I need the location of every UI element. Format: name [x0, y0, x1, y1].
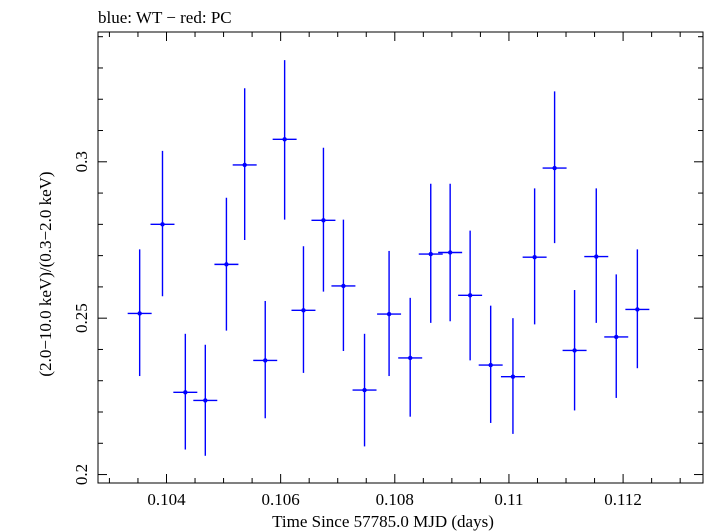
point-marker [183, 390, 188, 395]
point-marker [447, 250, 453, 255]
y-tick-label: 0.25 [72, 303, 91, 333]
point-marker [137, 311, 142, 316]
data-point [253, 300, 278, 419]
data-point [478, 305, 503, 423]
point-marker [510, 374, 516, 379]
x-tick-label: 0.106 [262, 490, 300, 509]
point-marker [428, 251, 433, 257]
data-point [542, 91, 567, 244]
data-point [625, 249, 650, 369]
point-marker [160, 222, 165, 227]
x-tick-label: 0.11 [494, 490, 523, 509]
point-marker [203, 398, 208, 403]
data-point [584, 188, 609, 323]
x-tick-label: 0.112 [604, 490, 642, 509]
x-tick-label: 0.108 [376, 490, 414, 509]
x-tick-label: 0.104 [147, 490, 186, 509]
x-axis-label: Time Since 57785.0 MJD (days) [272, 512, 494, 531]
point-marker [224, 262, 229, 267]
data-point [604, 274, 629, 398]
point-marker [572, 348, 577, 353]
data-point [150, 150, 175, 297]
data-point [311, 147, 336, 292]
data-point [127, 249, 152, 377]
data-point [352, 333, 377, 447]
data-point [291, 246, 316, 373]
data-point [522, 188, 547, 325]
y-tick-label: 0.2 [72, 464, 91, 485]
data-point [193, 344, 218, 456]
chart-title: blue: WT − red: PC [98, 8, 232, 27]
point-marker [263, 358, 268, 363]
point-marker [301, 308, 306, 313]
point-marker [614, 334, 619, 340]
y-tick-label: 0.3 [72, 151, 91, 172]
point-marker [242, 162, 247, 168]
y-axis-label: (2.0−10.0 keV)/(0.3−2.0 keV) [36, 171, 55, 376]
point-marker [552, 165, 557, 171]
data-point [232, 88, 257, 240]
point-marker [532, 254, 537, 260]
data-point [214, 197, 239, 331]
point-marker [467, 293, 473, 298]
point-marker [341, 283, 346, 289]
data-point [438, 183, 463, 322]
point-marker [594, 254, 599, 259]
point-marker [386, 311, 392, 317]
plot-frame [97, 31, 704, 484]
data-point [331, 219, 356, 352]
data-point [272, 60, 297, 220]
point-marker [362, 387, 367, 393]
point-marker [321, 218, 326, 223]
point-marker [488, 362, 493, 368]
data-point [562, 290, 587, 411]
point-marker [408, 355, 413, 361]
point-marker [635, 307, 640, 312]
data-point [398, 297, 423, 417]
data-point [458, 230, 483, 361]
point-marker [282, 137, 287, 142]
data-point [377, 250, 402, 377]
data-point [418, 183, 443, 323]
data-point [500, 318, 525, 434]
data-point [173, 333, 198, 450]
axis-ticks: 0.104 0.106 0.108 0.11 0.112 0.2 0.25 0.3 [72, 32, 703, 509]
data-marks [127, 60, 650, 456]
